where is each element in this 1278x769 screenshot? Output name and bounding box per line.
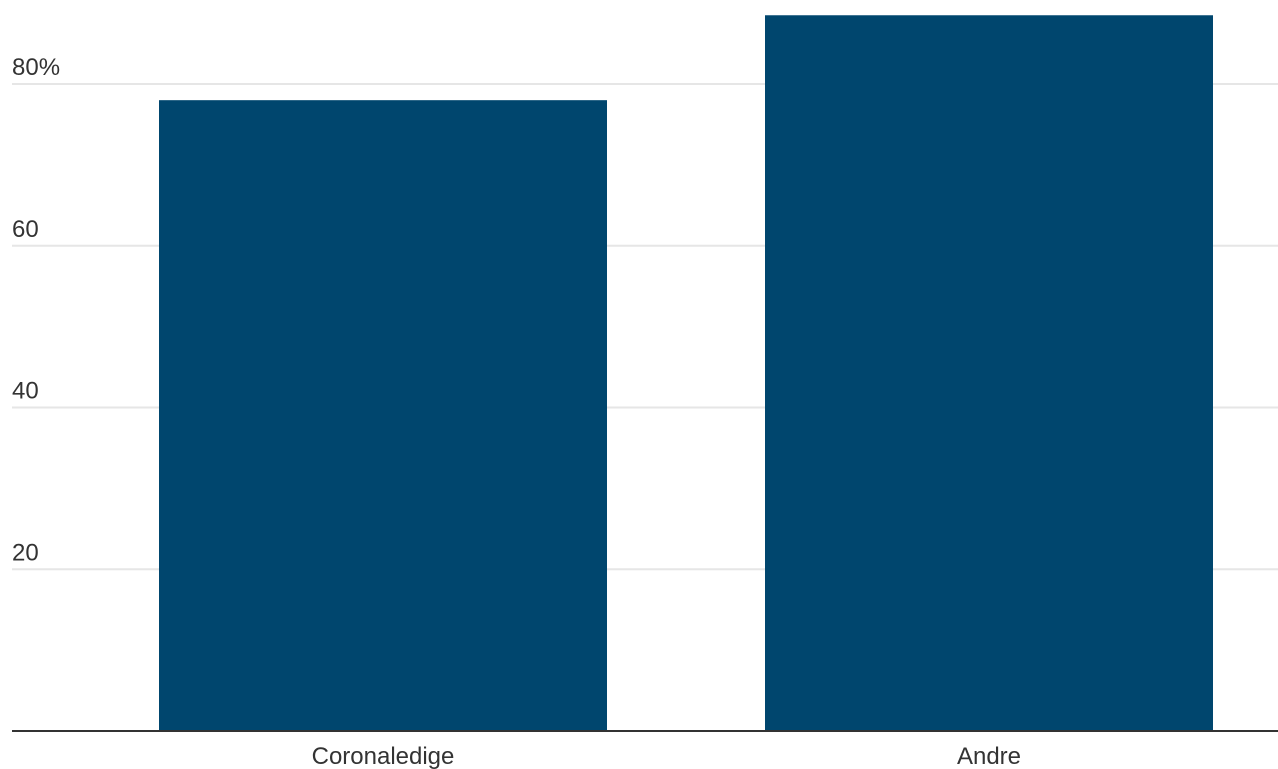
- x-tick-label-andre: Andre: [957, 743, 1021, 769]
- x-tick-label-coronaledige: Coronaledige: [312, 743, 455, 769]
- x-axis-labels: Coronaledige Andre: [312, 743, 1021, 769]
- y-tick-label: 60: [12, 216, 39, 243]
- y-tick-label: 40: [12, 378, 39, 405]
- y-tick-label: 80%: [12, 54, 60, 81]
- bars: [159, 15, 1213, 732]
- bar-andre: [765, 15, 1213, 732]
- y-axis-ticks: 20 40 60 80%: [12, 54, 60, 566]
- y-tick-label: 20: [12, 539, 39, 566]
- bar-coronaledige: [159, 100, 607, 732]
